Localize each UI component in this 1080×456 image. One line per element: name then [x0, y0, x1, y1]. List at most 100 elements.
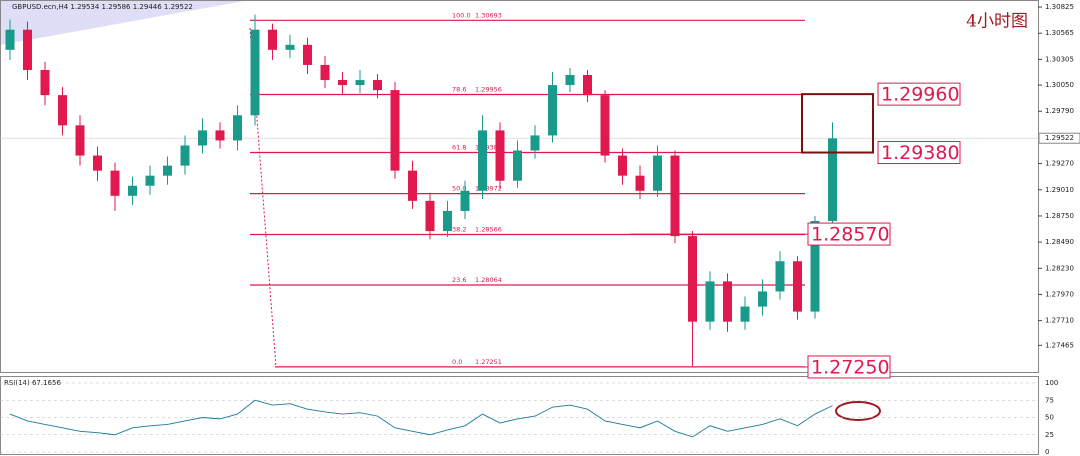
- candle-body: [443, 210, 452, 232]
- fib-price: 1.30693: [475, 11, 502, 19]
- fib-ratio: 23.6: [452, 276, 466, 284]
- candle-body: [495, 130, 505, 181]
- candle-body: [198, 130, 207, 146]
- fib-price: 1.28972: [475, 185, 502, 193]
- candle-body: [338, 80, 347, 86]
- y-tick-label: 1.28750: [1045, 212, 1074, 220]
- rsi-frame: [0, 376, 1039, 455]
- main-frame: [0, 0, 1039, 373]
- level-label: 1.28570: [811, 224, 890, 246]
- rsi-tick-label: 25: [1045, 431, 1054, 439]
- candle-body: [618, 155, 627, 176]
- candle-body: [233, 115, 242, 141]
- fib-ratio: 0.0: [452, 358, 462, 366]
- fib-price: 1.29956: [475, 86, 502, 94]
- fib-ratio: 38.2: [452, 225, 466, 233]
- timeframe-note: 4小时图: [966, 12, 1028, 32]
- fib-price: 1.27251: [475, 358, 502, 366]
- candle-body: [250, 29, 260, 116]
- candle-body: [793, 261, 802, 312]
- level-label: 1.29380: [881, 142, 960, 164]
- candle-body: [775, 261, 785, 292]
- candle-body: [530, 135, 540, 151]
- y-tick-label: 1.30565: [1045, 29, 1074, 37]
- candle-body: [110, 170, 120, 196]
- candle-body: [478, 130, 487, 191]
- candle-body: [565, 75, 575, 86]
- candle-body: [548, 85, 557, 136]
- candle-body: [460, 190, 470, 211]
- fib-ratio: 100.0: [452, 11, 471, 19]
- candle-body: [303, 44, 312, 65]
- y-tick-label: 1.28230: [1045, 264, 1074, 272]
- candle-body: [163, 165, 172, 176]
- y-tick-label: 1.30825: [1045, 3, 1074, 11]
- level-box: [877, 141, 961, 165]
- y-tick-label: 1.29010: [1045, 186, 1074, 194]
- candle-body: [688, 236, 697, 322]
- fib-ratio: 50.0: [452, 185, 466, 193]
- candle-body: [40, 69, 50, 96]
- candle-body: [285, 44, 295, 50]
- current-price-label: 1.29522: [1045, 134, 1074, 142]
- fib-price: 1.28566: [475, 225, 502, 233]
- candle-body: [180, 145, 190, 166]
- candle-body: [670, 155, 680, 237]
- candle-body: [5, 29, 15, 50]
- level-box: [807, 222, 891, 246]
- candle-body: [355, 80, 365, 86]
- y-tick-label: 1.29270: [1045, 160, 1074, 168]
- current-price-box: [1038, 132, 1080, 144]
- chart-header: GBPUSD.ecn,H4 1.29534 1.29586 1.29446 1.…: [12, 3, 193, 11]
- y-tick-label: 1.30305: [1045, 55, 1074, 63]
- rsi-line: [9, 399, 833, 438]
- level-label: 1.29960: [881, 84, 960, 106]
- candle-body: [215, 130, 225, 141]
- candle-body: [828, 138, 837, 221]
- candle-body: [268, 29, 277, 50]
- y-tick-label: 1.28490: [1045, 238, 1074, 246]
- level-box: [877, 82, 961, 106]
- candle-body: [513, 150, 522, 181]
- candle-body: [705, 281, 715, 322]
- candle-body: [723, 281, 732, 322]
- rsi-tick-label: 0: [1045, 448, 1049, 456]
- candle-body: [373, 80, 382, 91]
- level-label: 1.27250: [811, 356, 890, 378]
- fib-ratio: 78.6: [452, 86, 466, 94]
- zone-box: [801, 93, 874, 154]
- candle-body: [408, 170, 417, 201]
- y-tick-label: 1.27970: [1045, 290, 1074, 298]
- y-tick-label: 1.27710: [1045, 317, 1074, 325]
- candle-body: [75, 125, 85, 156]
- fib-price: 1.28064: [475, 276, 502, 284]
- candle-body: [93, 155, 102, 171]
- candle-body: [58, 95, 67, 126]
- candle-body: [23, 29, 32, 70]
- level-box: [807, 355, 891, 379]
- candle-body: [583, 75, 592, 96]
- y-tick-label: 1.27465: [1045, 341, 1074, 349]
- candle-body: [320, 64, 330, 81]
- shade: [0, 0, 250, 45]
- rsi-tick-label: 100: [1045, 379, 1058, 387]
- candle-body: [600, 95, 610, 156]
- candle-body: [810, 220, 820, 312]
- rsi-tick-label: 50: [1045, 414, 1054, 422]
- y-tick-label: 1.30050: [1045, 81, 1074, 89]
- circle-mark: [835, 401, 881, 421]
- candle-body: [390, 90, 400, 171]
- candle-body: [740, 306, 750, 322]
- y-tick-label: 1.29790: [1045, 107, 1074, 115]
- rsi-tick-label: 75: [1045, 396, 1054, 404]
- candle-body: [145, 175, 155, 186]
- candle-body: [128, 185, 137, 196]
- candle-body: [425, 200, 435, 232]
- candle-body: [653, 155, 662, 191]
- fib-ratio: 61.8: [452, 144, 466, 152]
- candle-body: [635, 175, 645, 191]
- candle-body: [758, 291, 767, 307]
